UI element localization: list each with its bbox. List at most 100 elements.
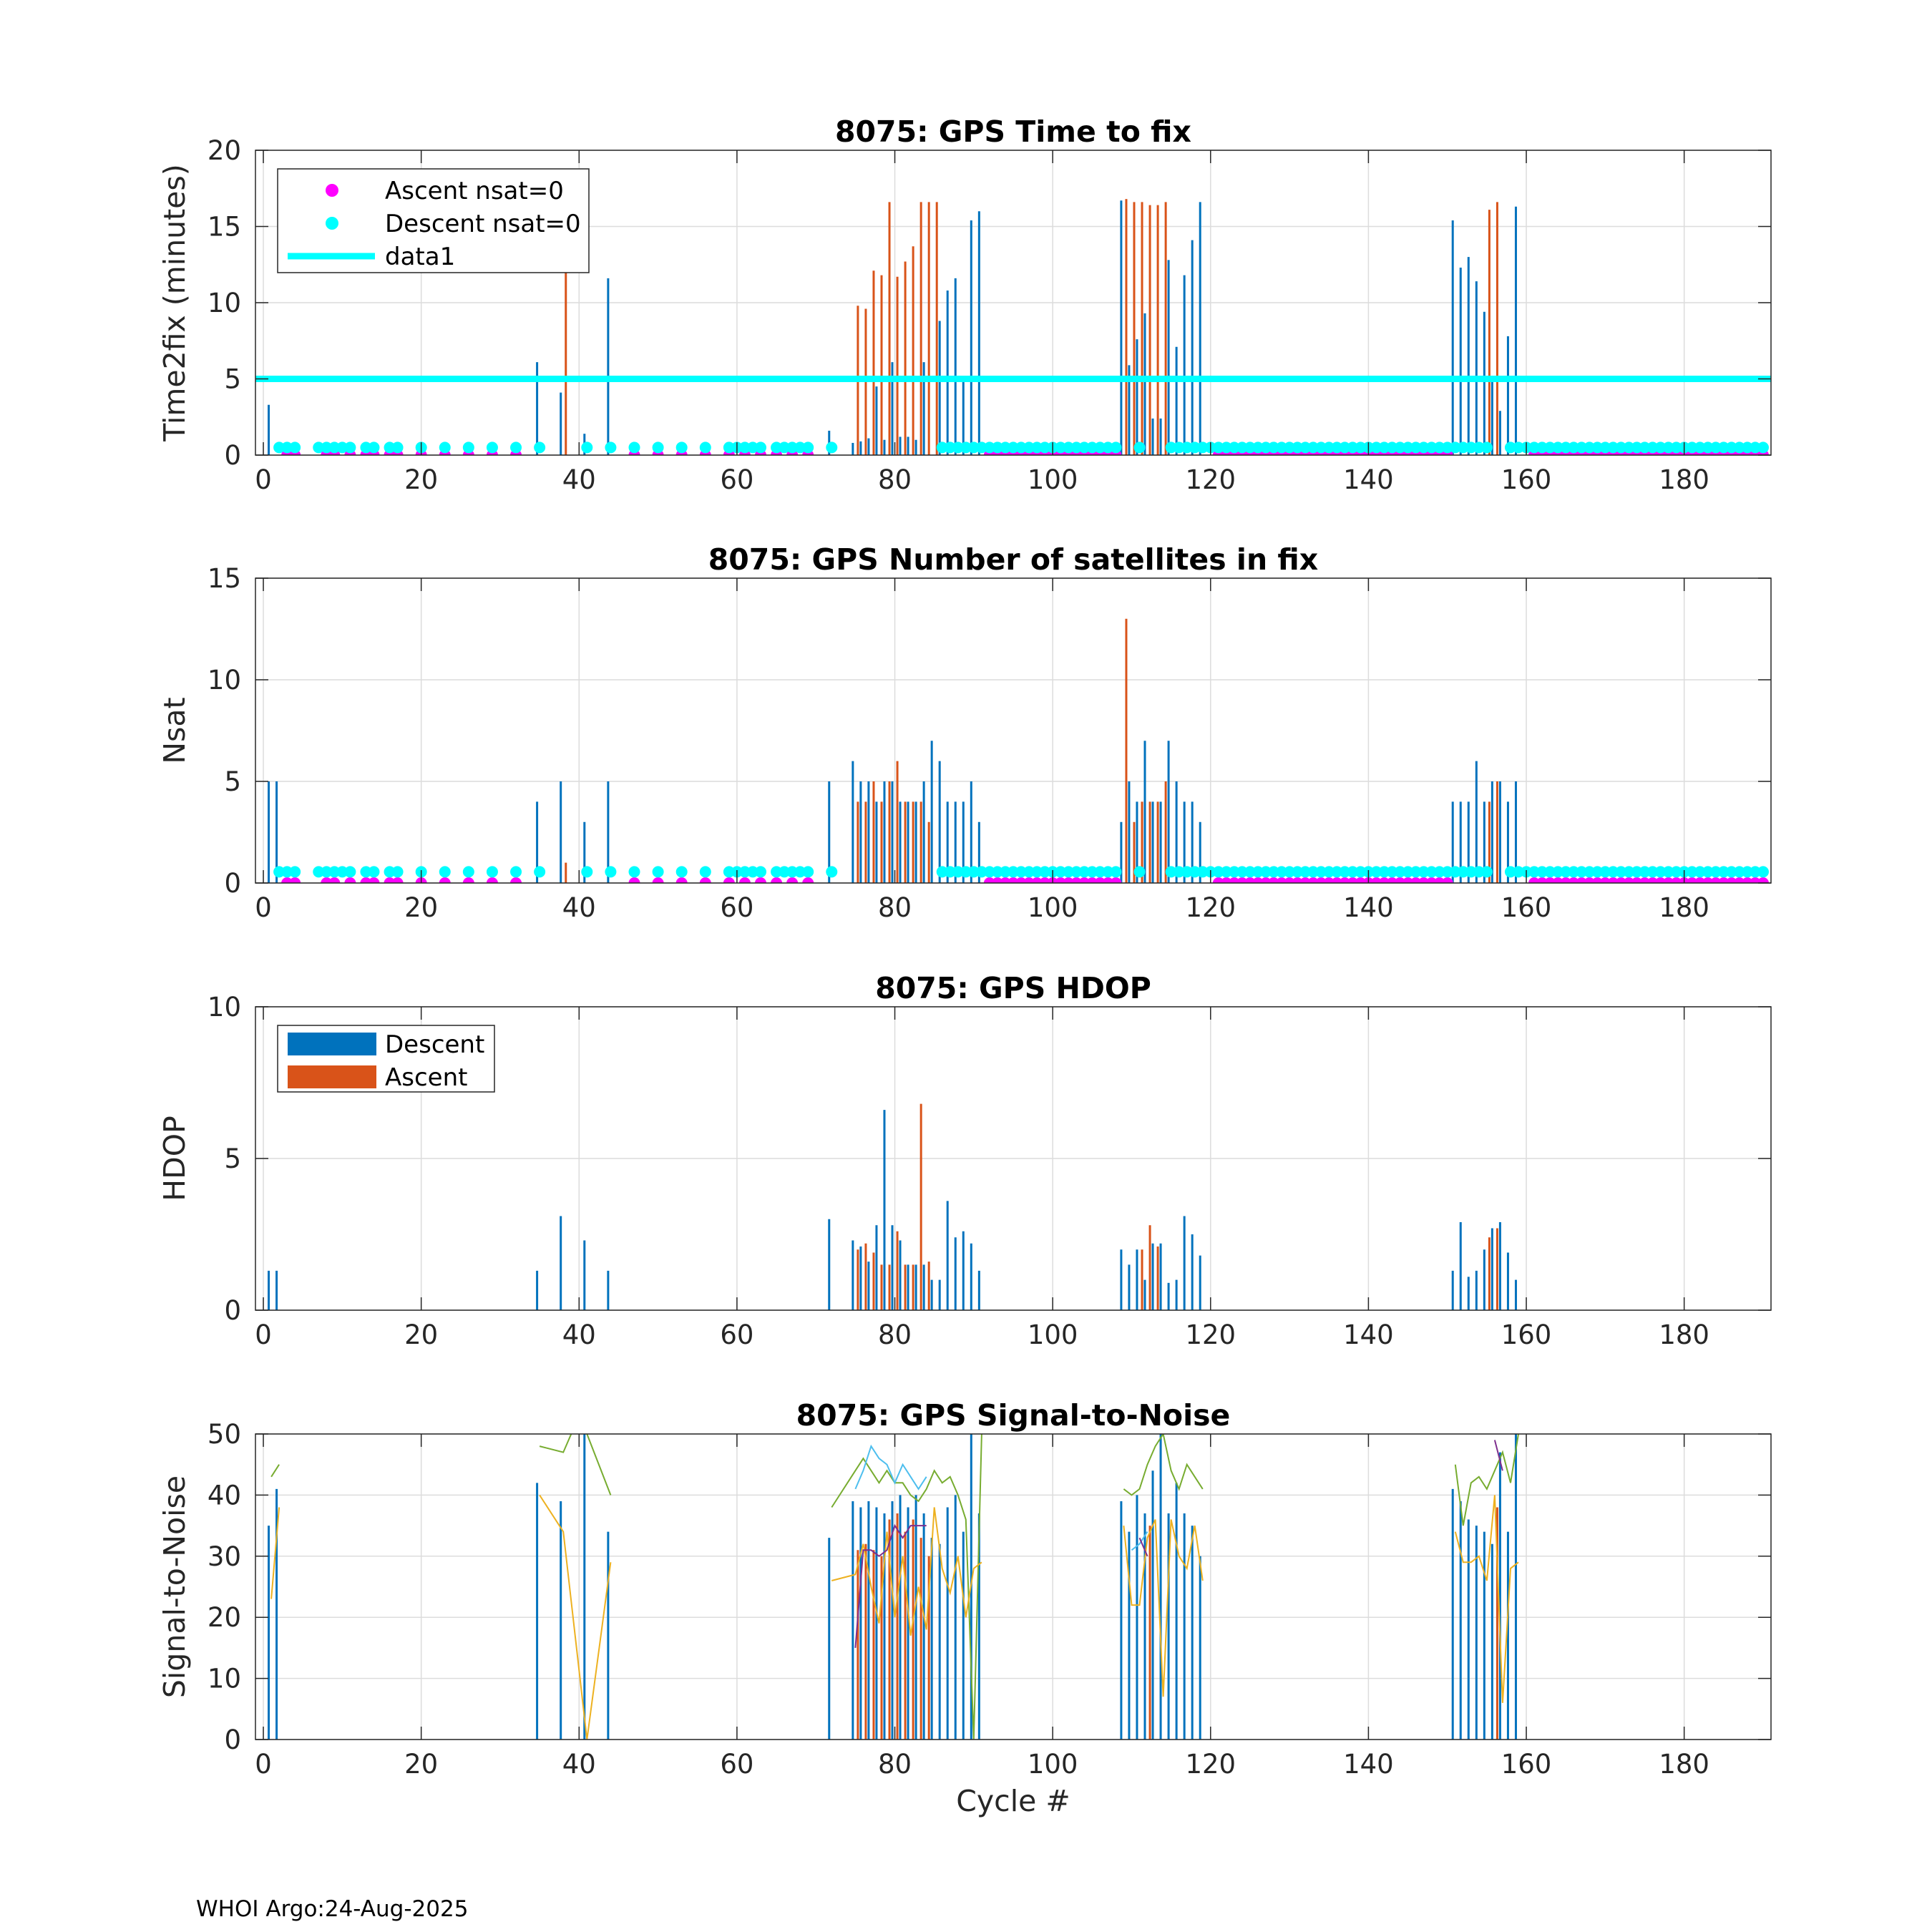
descent-nsat0-marker [960,441,972,454]
descent-nsat0-marker [1173,866,1185,878]
descent-nsat0-marker [1568,441,1580,454]
snr-line-purple [1138,1537,1148,1557]
descent-nsat0-marker [1133,866,1146,878]
y-tick-label: 0 [224,868,241,899]
ascent-nsat0-marker [628,877,640,883]
x-tick-label: 80 [878,1319,912,1350]
descent-nsat0-marker [1418,866,1430,878]
descent-nsat0-marker [1441,441,1453,454]
descent-nsat0-marker [1015,866,1028,878]
descent-nsat0-marker [1733,441,1745,454]
snr-line-yellow [1454,1495,1519,1703]
y-axis-label: HDOP [157,1116,192,1201]
descent-nsat0-marker [1189,441,1201,454]
descent-nsat0-marker [1181,441,1193,454]
descent-nsat0-marker [1347,866,1359,878]
descent-nsat0-marker [1102,866,1114,878]
descent-nsat0-marker [486,441,498,454]
descent-nsat0-marker [1686,441,1698,454]
ascent-nsat0-marker [510,877,522,883]
descent-nsat0-marker [534,866,546,878]
snr-line-purple [1493,1440,1503,1471]
descent-nsat0-marker [1063,866,1075,878]
descent-nsat0-marker [1449,441,1461,454]
descent-nsat0-marker [628,441,640,454]
descent-nsat0-marker [999,866,1011,878]
descent-nsat0-marker [273,866,286,878]
x-tick-label: 60 [720,1749,753,1780]
descent-nsat0-marker [321,866,333,878]
descent-nsat0-marker [675,866,688,878]
descent-nsat0-marker [1268,441,1280,454]
descent-nsat0-marker [1662,441,1674,454]
descent-nsat0-marker [360,441,372,454]
snr-line-green [270,1464,280,1478]
descent-nsat0-marker [1702,441,1714,454]
x-tick-label: 120 [1185,892,1236,923]
y-axis-label: Signal-to-Noise [157,1475,192,1698]
y-tick-label: 5 [224,364,241,395]
y-tick-label: 20 [208,1602,241,1633]
descent-nsat0-marker [1339,866,1351,878]
descent-nsat0-marker [826,866,838,878]
descent-nsat0-marker [1441,866,1453,878]
ascent-nsat0-marker [328,877,341,883]
ascent-nsat0-marker [755,877,766,883]
descent-nsat0-marker [1694,866,1706,878]
chart-title: 8075: GPS Number of satellites in fix [708,542,1319,577]
descent-nsat0-marker [1725,866,1737,878]
descent-nsat0-marker [581,866,593,878]
descent-nsat0-marker [1196,441,1209,454]
descent-nsat0-marker [1544,441,1556,454]
descent-nsat0-marker [1670,866,1682,878]
descent-nsat0-marker [1181,866,1193,878]
descent-nsat0-marker [1378,441,1390,454]
descent-nsat0-marker [336,441,348,454]
descent-nsat0-marker [1402,866,1414,878]
panel-4: 0 20 40 60 80 100 120 140 160 180 0 10 20 30 40 50 8075:… [157,1398,1772,1818]
descent-nsat0-marker [1212,866,1224,878]
snr-line-yellow [1123,1519,1204,1697]
x-tick-label: 160 [1501,464,1552,495]
descent-nsat0-marker [1063,441,1075,454]
descent-nsat0-marker [794,866,806,878]
descent-nsat0-marker [1039,866,1051,878]
descent-nsat0-marker [391,441,404,454]
descent-nsat0-marker [952,441,964,454]
descent-nsat0-marker [510,441,522,454]
descent-nsat0-marker [1686,866,1698,878]
descent-nsat0-marker [328,441,341,454]
descent-nsat0-marker [1284,441,1296,454]
snr-line-green [539,1434,572,1453]
descent-nsat0-marker [771,866,783,878]
descent-nsat0-marker [746,441,758,454]
descent-nsat0-marker [786,441,799,454]
descent-nsat0-marker [534,441,546,454]
descent-nsat0-marker [1268,866,1280,878]
descent-nsat0-marker [1457,866,1469,878]
descent-nsat0-marker [1292,441,1304,454]
descent-nsat0-marker [1741,441,1753,454]
axes-box [255,1433,1772,1740]
descent-nsat0-marker [344,866,356,878]
descent-nsat0-marker [723,441,735,454]
x-tick-label: 120 [1185,1319,1236,1350]
descent-nsat0-marker [802,441,814,454]
x-tick-label: 180 [1659,1749,1709,1780]
descent-nsat0-marker [1433,441,1445,454]
descent-nsat0-marker [1646,866,1659,878]
descent-nsat0-marker [1292,866,1304,878]
x-tick-label: 140 [1343,1319,1394,1350]
x-tick-label: 160 [1501,892,1552,923]
ascent-nsat0-marker [289,877,301,883]
descent-nsat0-marker [1039,441,1051,454]
data-layer [268,1103,1517,1310]
x-tick-label: 80 [878,892,912,923]
descent-nsat0-marker [652,866,664,878]
descent-nsat0-marker [699,441,711,454]
descent-nsat0-marker [1749,441,1761,454]
descent-nsat0-marker [738,441,751,454]
descent-nsat0-marker [1670,441,1682,454]
descent-nsat0-marker [1639,866,1651,878]
y-tick-label: 10 [208,992,241,1023]
